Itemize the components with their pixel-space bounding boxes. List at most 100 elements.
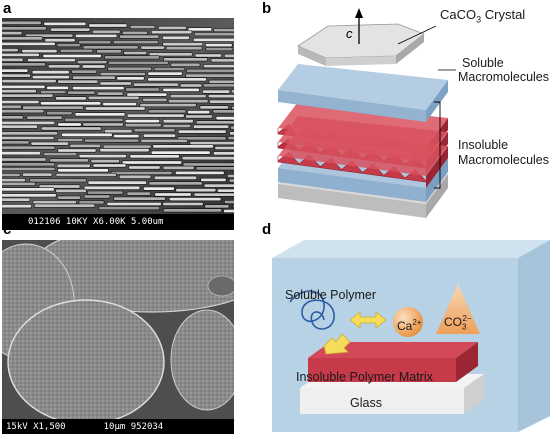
double-arrow (349, 311, 387, 329)
nacre-plate (0, 52, 40, 57)
nacre-plate (121, 160, 183, 165)
nacre-plate (39, 101, 102, 106)
nacre-plate (96, 91, 124, 96)
soluble-layer-top (278, 64, 448, 122)
nacre-plate (31, 75, 70, 80)
nacre-plate (44, 38, 76, 43)
nacre-plate (129, 154, 180, 159)
nacre-plate (78, 200, 105, 205)
nacre-plate (0, 178, 26, 183)
nacre-plate (232, 204, 262, 209)
nacre-plate (205, 47, 234, 52)
nacre-plate (124, 119, 160, 124)
nacre-plate (0, 173, 21, 177)
nacre-plate (0, 100, 40, 104)
nacre-plate (0, 84, 46, 89)
nacre-plate (87, 180, 148, 185)
insoluble-matrix (308, 342, 478, 382)
nacre-plate (56, 43, 81, 48)
nacre-plate (202, 89, 231, 94)
nacre-plate (72, 75, 116, 80)
nacre-plate (38, 184, 81, 189)
nacre-plate (133, 128, 176, 133)
nacre-plate (31, 70, 70, 75)
nacre-plate (215, 116, 262, 121)
nacre-plate (0, 104, 22, 109)
nacre-plate (168, 197, 222, 202)
nacre-plate (0, 68, 29, 73)
sem-caption-c: 15kV X1,500 10μm 952034 (2, 419, 234, 434)
nacre-plate (162, 124, 192, 129)
nacre-plate (230, 89, 264, 94)
nacre-plate (163, 208, 223, 213)
nacre-plate (99, 81, 132, 86)
matrix-label: Insoluble Polymer Matrix (296, 370, 433, 384)
glass-label: Glass (350, 396, 382, 410)
nacre-plate (26, 58, 77, 63)
carbonate-ion-label: CO32− (444, 314, 472, 332)
nacre-plate (42, 152, 78, 157)
nacre-plate (107, 60, 169, 65)
nacre-plate (39, 90, 67, 95)
insoluble-layer-top (278, 130, 448, 176)
nacre-plate (185, 114, 213, 119)
nacre-plate (204, 204, 230, 209)
nacre-plate (46, 111, 73, 116)
nacre-plate (98, 206, 161, 211)
layered-schematic: c (277, 8, 456, 218)
nacre-plate (140, 45, 166, 50)
nacre-plate (49, 27, 91, 32)
nacre-plate (214, 146, 254, 151)
nacre-plate (78, 40, 112, 45)
nacre-plate (32, 200, 78, 205)
c-axis-label: c (346, 26, 353, 41)
panel-letter-d: d (262, 221, 272, 238)
nacre-plate (1, 79, 57, 84)
nacre-plate (169, 94, 207, 99)
nacre-plate (0, 93, 54, 98)
nacre-plate (56, 138, 84, 143)
nacre-plate (55, 96, 87, 101)
insoluble-layer-side (426, 146, 448, 188)
nacre-plate (139, 103, 197, 108)
nacre-plate (228, 178, 253, 183)
calcium-ion-label: Ca2+ (397, 318, 422, 333)
nacre-plate (122, 30, 148, 35)
nacre-plate (126, 92, 168, 97)
nacre-plate (67, 90, 96, 95)
calcium-ion (393, 307, 423, 337)
sem-caption-c-scale: 10μm 952034 (103, 421, 164, 432)
nacre-plate (212, 109, 236, 114)
insoluble-label-line2: Macromolecules (458, 153, 550, 167)
nacre-plate (30, 141, 70, 146)
nacre-plate (110, 171, 173, 176)
film-texture (0, 223, 273, 434)
nacre-plate (148, 181, 203, 186)
nacre-plate (175, 188, 217, 193)
nacre-plate (21, 172, 53, 177)
nacre-plate (57, 122, 82, 127)
nacre-plate (185, 73, 240, 78)
nacre-plate (153, 175, 198, 180)
nacre-plate (0, 89, 37, 94)
nacre-plate (163, 57, 208, 62)
nacre-plate (87, 95, 140, 100)
nacre-plate (125, 87, 161, 92)
nacre-plate (55, 172, 117, 177)
nacre-plate (128, 165, 161, 170)
nacre-plate (193, 32, 247, 37)
nacre-plate (46, 85, 69, 90)
nacre-plate (57, 79, 99, 84)
nacre-plate (0, 62, 46, 67)
box-top-face (272, 240, 550, 258)
sem-image-film: 15kV X1,500 10μm 952034 (0, 223, 273, 434)
nacre-plate (49, 158, 89, 163)
nacre-plate (162, 87, 200, 92)
nacre-plate (0, 48, 19, 53)
nacre-plate (0, 120, 56, 125)
nacre-plate (193, 192, 250, 197)
crystal-label: CaCO3 Crystal (440, 7, 526, 25)
nacre-plate (162, 35, 190, 40)
nacre-plate (142, 97, 168, 102)
soluble-label-line1: Soluble (462, 56, 504, 70)
